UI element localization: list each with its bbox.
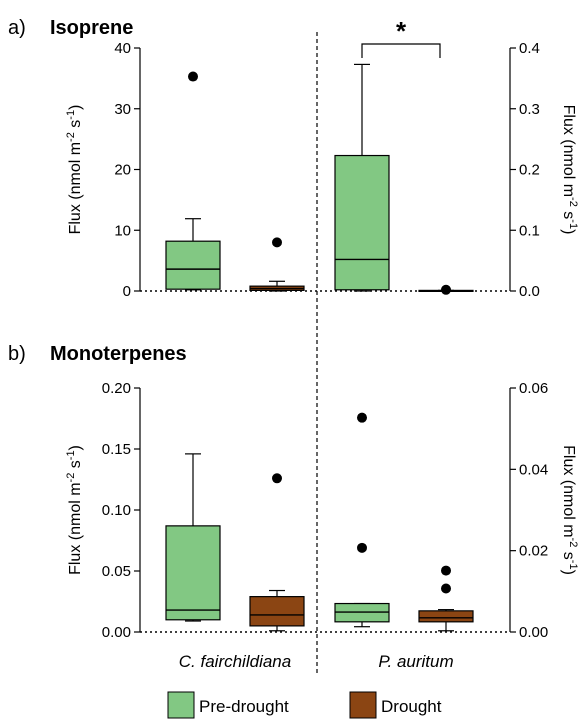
panel-b-box-cf-drought: [249, 596, 305, 627]
panel-a-plot: 0 10 20 30 40 0.0 0.1 0.2 0.3 0.4 Flux (nmol m-2 s…: [65, 16, 579, 300]
panel-b-left-tick-label: 0.10: [102, 502, 131, 519]
panel-a-box-cf-pre-drought: [165, 240, 221, 290]
panel-b-right-tick-label: 0.04: [519, 461, 548, 478]
category-label-p-auritum: P. auritum: [378, 652, 453, 671]
panel-b-box-pa-pre-drought-outlier: [357, 542, 367, 553]
panel-a-right-tick-label: 0.0: [519, 283, 540, 300]
panel-b-left-tick-label: 0.20: [102, 380, 131, 397]
panel-a-left-tick-label: 30: [114, 101, 131, 118]
panel-b-box-pa-drought-outlier: [441, 583, 451, 594]
legend-label-drought: Drought: [381, 697, 442, 716]
panel-a-left-axis-label: Flux (nmol m-2 s-1): [65, 105, 84, 235]
panel-b-title: Monoterpenes: [50, 343, 187, 365]
panel-a-right-tick-label: 0.3: [519, 101, 540, 118]
panel-b-plot: 0.00 0.05 0.10 0.15 0.20 0.00 0.02 0.04 0.06 Flux…: [65, 380, 579, 641]
panel-b-left-tick-label: 0.15: [102, 441, 131, 458]
panel-b-right-tick-label: 0.00: [519, 624, 548, 641]
panel-a-box-pa-pre-drought: [334, 154, 390, 291]
panel-b-box-pa-pre-drought-outlier: [357, 412, 367, 423]
panel-a-right-tick-label: 0.2: [519, 162, 540, 179]
panel-b-left-tick-label: 0.00: [102, 624, 131, 641]
legend-label-pre-drought: Pre-drought: [199, 697, 289, 716]
panel-a-box-cf-pre-drought-outlier: [188, 71, 198, 82]
panel-a-left-tick-label: 10: [114, 222, 131, 239]
panel-b-box-pa-drought-outlier: [441, 565, 451, 576]
panel-a-right-tick-label: 0.1: [519, 222, 540, 239]
panel-b-left-tick-label: 0.05: [102, 563, 131, 580]
panel-b-left-axis-label: Flux (nmol m-2 s-1): [65, 445, 84, 575]
panel-a-left-tick-label: 0: [123, 283, 131, 300]
panel-b-box-cf-pre-drought: [165, 525, 221, 621]
panel-a-significance-star: *: [396, 16, 407, 46]
panel-b-right-tick-label: 0.02: [519, 543, 548, 560]
legend-swatch-pre-drought: [167, 691, 195, 719]
panel-b-label: b): [8, 343, 26, 365]
panel-a-left-tick-label: 40: [114, 40, 131, 57]
legend-swatch-drought: [349, 691, 377, 719]
panel-a-label: a): [8, 17, 26, 39]
panel-b-right-axis-label: Flux (nmol m-2 s-1): [560, 445, 579, 575]
panel-b-box-pa-drought: [418, 610, 474, 623]
panel-a-left-tick-label: 20: [114, 162, 131, 179]
category-label-c-fairchildiana: C. fairchildiana: [179, 652, 291, 671]
panel-a-right-axis-label: Flux (nmol m-2 s-1): [560, 105, 579, 235]
panel-a-title: Isoprene: [50, 17, 133, 39]
panel-a-box-cf-drought-outlier: [272, 237, 282, 248]
panel-b-box-cf-drought-outlier: [272, 473, 282, 484]
panel-a-significance-bracket: [361, 43, 441, 58]
panel-a-box-pa-drought-outlier: [441, 284, 451, 295]
panel-a-right-tick-label: 0.4: [519, 40, 540, 57]
panel-b-right-tick-label: 0.06: [519, 380, 548, 397]
